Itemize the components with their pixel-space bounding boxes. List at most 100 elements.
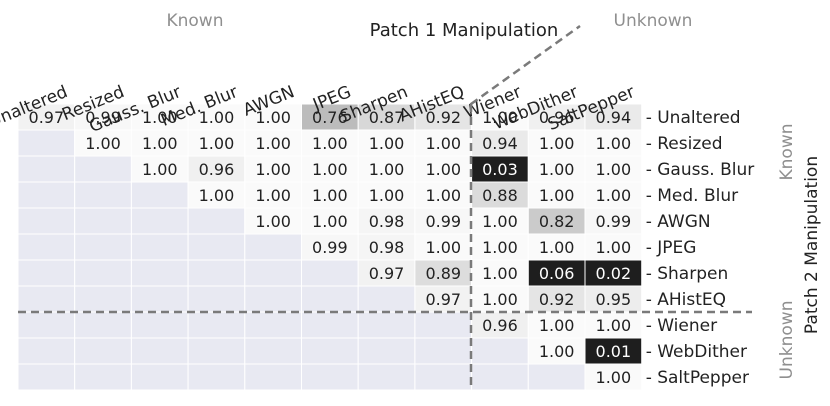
cell-value-label: 1.00: [425, 160, 461, 179]
heatmap-cell: [301, 285, 359, 313]
heatmap-cell: [471, 233, 529, 261]
heatmap-cell: [130, 337, 189, 365]
heatmap-cell: [187, 155, 246, 183]
heatmap-cell: [74, 285, 132, 313]
cell-value-label: 1.00: [142, 160, 178, 179]
row-label: - AHistEQ: [646, 290, 726, 310]
cell-value-label: 1.00: [255, 160, 291, 179]
heatmap-cell: [130, 311, 189, 339]
heatmap-cell: [244, 285, 303, 313]
cell-value-label: 0.02: [596, 264, 632, 283]
heatmap-cell: [357, 337, 416, 365]
heatmap-cell: [357, 311, 416, 339]
cell-value-label: 1.00: [312, 134, 348, 153]
row-label: - JPEG: [646, 238, 697, 258]
row-label: - Resized: [646, 134, 723, 154]
cell-value-label: 1.00: [312, 160, 348, 179]
cell-value-label: 1.00: [596, 134, 632, 153]
cell-value-label: 1.00: [482, 108, 518, 127]
heatmap-cell: [527, 207, 586, 235]
cell-value-label: 1.00: [199, 186, 235, 205]
heatmap-cell: [584, 181, 643, 209]
heatmap-cell: [187, 337, 246, 365]
heatmap-cell: [130, 103, 189, 131]
cell-value-label: 1.00: [255, 108, 291, 127]
heatmap-cell: [187, 285, 246, 313]
heatmap-cell: [414, 103, 473, 131]
row-label: - AWGN: [646, 212, 711, 232]
heatmap-cell: [584, 311, 643, 339]
heatmap-cell: [187, 363, 246, 391]
cell-value-label: 1.00: [312, 212, 348, 231]
y-group-label-known: Known: [777, 123, 797, 180]
cell-value-label: 1.00: [539, 316, 575, 335]
cell-value-label: 1.00: [596, 238, 632, 257]
heatmap-cell: [130, 181, 189, 209]
heatmap-cell: [584, 337, 643, 365]
heatmap-cell: [301, 337, 359, 365]
heatmap-cell: [357, 363, 416, 391]
cell-value-label: 1.00: [482, 264, 518, 283]
row-labels: - Unaltered - Resized - Gauss. Blur - Med. …: [646, 108, 755, 388]
cell-value-label: 0.97: [29, 108, 65, 127]
heatmap-cell: [17, 207, 76, 235]
heatmap-cell: [357, 103, 416, 131]
row-label: - Unaltered: [646, 108, 741, 128]
heatmap-cell: [74, 337, 132, 365]
heatmap-cell: [187, 311, 246, 339]
heatmap-cell: [414, 337, 473, 365]
cell-value-label: 0.06: [539, 264, 575, 283]
heatmap-cell: [17, 337, 76, 365]
row-label: - Sharpen: [646, 264, 729, 284]
heatmap-cell: [414, 311, 473, 339]
heatmap-cell: [74, 363, 132, 391]
cell-value-label: 1.00: [142, 108, 178, 127]
heatmap-cell: [584, 285, 643, 313]
heatmap-cell: [357, 233, 416, 261]
heatmap-cell: [17, 103, 76, 131]
cell-value-label: 0.99: [425, 212, 461, 231]
cell-value-label: 1.00: [369, 134, 405, 153]
cell-value-label: 0.97: [369, 264, 405, 283]
cell-value-label: 0.94: [482, 134, 518, 153]
cell-value-label: 1.00: [425, 134, 461, 153]
cell-value-label: 1.00: [482, 212, 518, 231]
cell-value-label: 1.00: [425, 238, 461, 257]
cell-value-label: 0.96: [199, 160, 235, 179]
cell-value-label: 1.00: [539, 238, 575, 257]
cell-value-label: 1.00: [425, 186, 461, 205]
heatmap-cell: [527, 363, 586, 391]
cell-value-label: 1.00: [596, 186, 632, 205]
heatmap-cell: [74, 155, 132, 183]
heatmap-cell: [187, 233, 246, 261]
heatmap-cell: [244, 311, 303, 339]
cell-value-label: 1.00: [596, 368, 632, 387]
heatmap-cell: [130, 259, 189, 287]
heatmap-cell: [17, 129, 76, 157]
x-group-label-known: Known: [166, 11, 223, 31]
heatmap-cell: [414, 363, 473, 391]
heatmap-cell: [130, 233, 189, 261]
cell-value-label: 1.00: [596, 316, 632, 335]
heatmap-cell: [357, 259, 416, 287]
heatmap-cell: [244, 103, 303, 131]
heatmap-cell: [244, 259, 303, 287]
heatmap-cells: 0.97 0.99 1.00 1.00 1.00 0.76 0.87 0.92 1.00 0.96…: [17, 103, 643, 391]
heatmap-cell: [74, 233, 132, 261]
heatmap-cell: [414, 233, 473, 261]
heatmap-cell: [301, 259, 359, 287]
heatmap-cell: [17, 259, 76, 287]
cell-value-label: 0.94: [596, 108, 632, 127]
cell-value-label: 1.00: [369, 186, 405, 205]
heatmap-cell: [17, 181, 76, 209]
heatmap-cell: [74, 207, 132, 235]
heatmap-cell: [74, 259, 132, 287]
cell-value-label: 0.76: [312, 108, 348, 127]
cell-value-label: 0.89: [425, 264, 461, 283]
cell-value-label: 1.00: [142, 134, 178, 153]
heatmap-cell: [584, 363, 643, 391]
cell-value-label: 0.98: [369, 238, 405, 257]
heatmap-cell: [17, 233, 76, 261]
heatmap-cell: [527, 155, 586, 183]
